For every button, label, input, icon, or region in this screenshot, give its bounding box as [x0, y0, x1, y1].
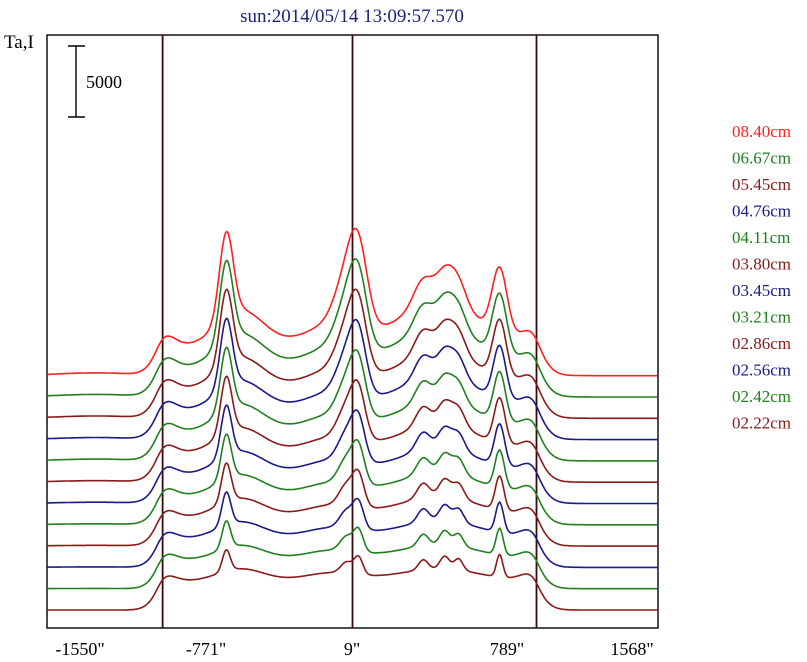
series-line-06.67cm [47, 258, 658, 398]
series-line-08.40cm [47, 227, 658, 377]
legend-entry: 04.11cm [732, 228, 790, 247]
series-line-03.80cm [47, 375, 658, 483]
x-tick-label: -1550" [55, 639, 104, 659]
series-line-04.11cm [46, 346, 658, 462]
series-line-02.56cm [47, 491, 658, 569]
legend-entry: 02.22cm [732, 414, 791, 433]
vertical-markers [161, 35, 538, 628]
series-line-02.42cm [47, 519, 658, 590]
series-line-03.45cm [47, 404, 658, 505]
legend-entry: 03.45cm [732, 281, 791, 300]
series-line-02.22cm [47, 548, 658, 611]
legend-entry: 02.56cm [732, 361, 791, 380]
series-line-02.86cm [47, 462, 658, 547]
series-line-03.21cm [47, 433, 658, 526]
series-line-04.76cm [46, 317, 658, 441]
x-tick-labels: -1550" -771" 9" 789" 1568" [55, 639, 653, 659]
legend-entry: 08.40cm [732, 122, 791, 141]
x-tick-label: -771" [186, 639, 226, 659]
legend-entry: 03.80cm [732, 255, 791, 274]
scale-bar-label: 5000 [86, 72, 122, 92]
series-line-05.45cm [47, 288, 658, 420]
legend: 08.40cm 06.67cm 05.45cm 04.76cm 04.11cm 03.80… [732, 122, 791, 433]
scale-bar: 5000 [68, 45, 122, 118]
x-tick-label: 789" [490, 639, 524, 659]
chart-title: sun:2014/05/14 13:09:57.570 [240, 6, 464, 27]
x-tick-label: 1568" [610, 639, 653, 659]
curves [46, 227, 658, 611]
legend-entry: 02.86cm [732, 334, 791, 353]
x-tick-label: 9" [344, 639, 360, 659]
legend-entry: 03.21cm [732, 308, 791, 327]
legend-entry: 04.76cm [732, 202, 791, 221]
y-axis-label: Ta,I [4, 32, 34, 53]
legend-entry: 06.67cm [732, 149, 791, 168]
legend-entry: 05.45cm [732, 175, 791, 194]
legend-entry: 02.42cm [732, 387, 791, 406]
